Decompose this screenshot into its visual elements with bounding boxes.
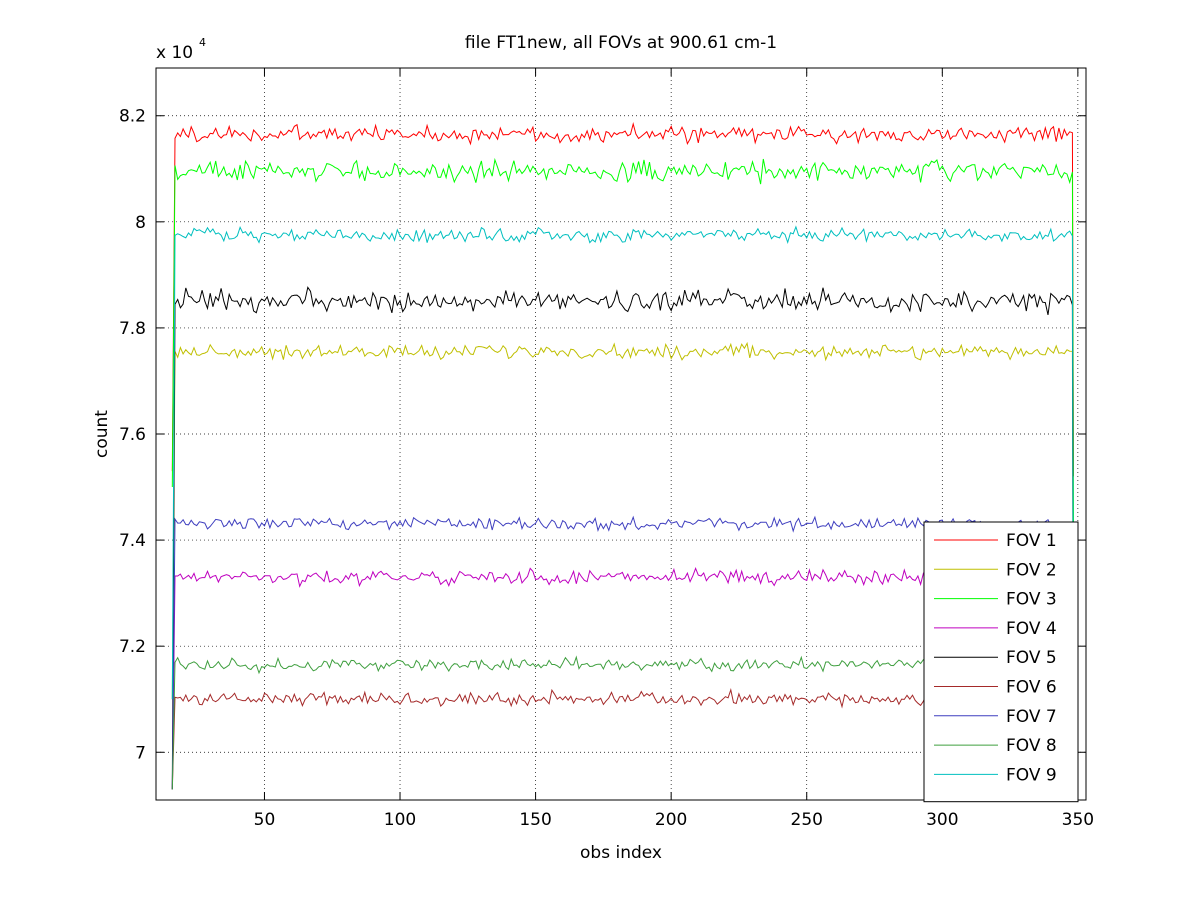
axis-ticks: 50 100 150 200 250 300 350 7 7.2 7.4 7.6 7.8 8 8.2: [119, 68, 1094, 830]
y-tick-label: 7.8: [119, 319, 146, 339]
series-line-fov-1: [171, 122, 1074, 477]
legend-box: [923, 521, 1079, 803]
y-axis-label: count: [92, 410, 112, 458]
legend-label: FOV 2: [1006, 560, 1057, 580]
chart-title: file FT1new, all FOVs at 900.61 cm-1: [465, 33, 777, 53]
x-tick-label: 350: [1062, 810, 1094, 830]
y-multiplier-exponent: 4: [199, 36, 206, 49]
x-tick-label: 150: [519, 810, 551, 830]
y-tick-label: 8: [135, 213, 146, 233]
grid-lines: [156, 68, 1086, 800]
series-lines: [171, 122, 1074, 790]
legend-label: FOV 4: [1006, 619, 1057, 639]
legend-label: FOV 5: [1006, 648, 1057, 668]
legend-label: FOV 3: [1006, 590, 1057, 610]
series-line-fov-3: [171, 157, 1074, 530]
y-tick-label: 8.2: [119, 107, 146, 127]
legend: FOV 1 FOV 2 FOV 3 FOV 4 FOV 5 FOV 6 FOV 7 FOV 8…: [923, 521, 1079, 803]
series-line-fov-9: [171, 225, 1074, 790]
legend-label: FOV 7: [1006, 707, 1057, 727]
x-tick-label: 50: [254, 810, 276, 830]
x-tick-label: 200: [655, 810, 687, 830]
legend-label: FOV 8: [1006, 736, 1057, 756]
y-tick-label: 7.4: [119, 531, 146, 551]
legend-label: FOV 6: [1006, 678, 1057, 698]
y-multiplier-base: x 10: [156, 43, 193, 63]
legend-label: FOV 1: [1006, 531, 1057, 551]
x-tick-label: 250: [791, 810, 823, 830]
y-tick-label: 7.2: [119, 637, 146, 657]
series-line-fov-2: [171, 341, 1074, 700]
x-tick-label: 100: [384, 810, 416, 830]
y-tick-label: 7.6: [119, 425, 146, 445]
x-axis-label: obs index: [580, 843, 662, 863]
y-tick-label: 7: [135, 743, 146, 763]
x-tick-label: 300: [926, 810, 958, 830]
series-line-fov-5: [171, 286, 1074, 790]
legend-label: FOV 9: [1006, 765, 1057, 785]
